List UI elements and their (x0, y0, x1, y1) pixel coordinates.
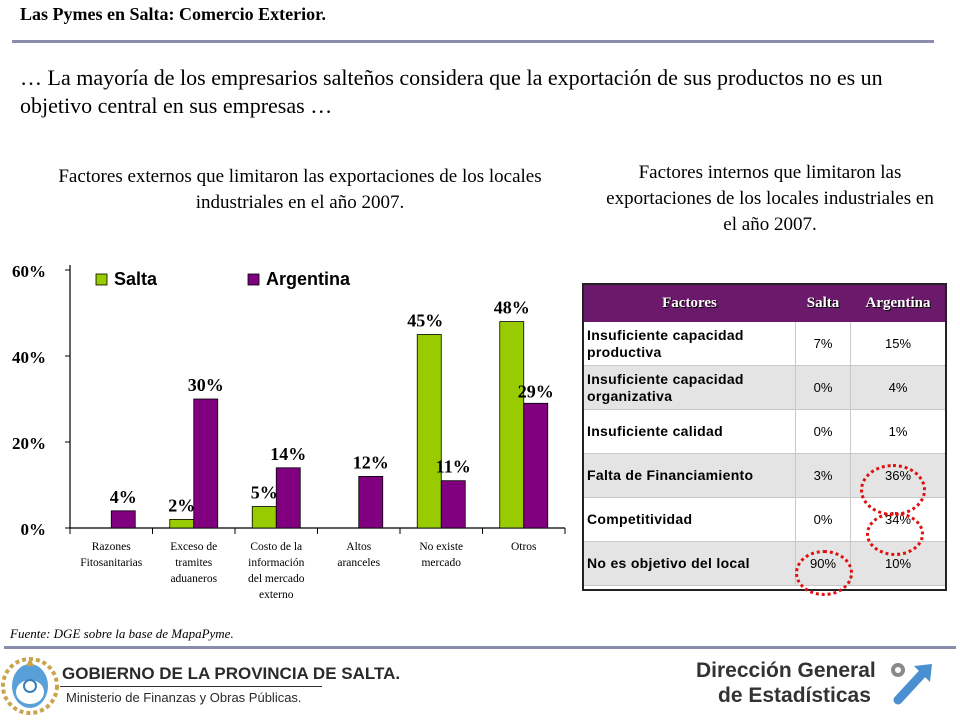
x-category-label: tramites (175, 557, 213, 569)
x-category-label: Fitosanitarias (80, 557, 142, 569)
data-label-salta: 45% (407, 311, 443, 331)
salta-coat-of-arms-icon (1, 657, 59, 715)
data-label-argentina: 12% (353, 452, 389, 472)
header-argentina: Argentina (850, 284, 946, 322)
bar-argentina (358, 475, 384, 529)
internal-factors-heading: Factores internos que limitaron las expo… (606, 162, 934, 235)
bar-salta (169, 518, 195, 529)
argentina-value: 15% (850, 321, 946, 366)
factor-name: No es objetivo del local (583, 541, 796, 586)
source-note: Fuente: DGE sobre la base de MapaPyme. (10, 626, 234, 641)
government-title: GOBIERNO DE LA PROVINCIA DE SALTA. (62, 664, 401, 683)
x-category-label: Exceso de (170, 541, 217, 553)
x-category-label: mercado (421, 557, 461, 569)
x-category-label: Otros (511, 541, 537, 553)
highlight-ring-competitividad (866, 512, 924, 556)
highlight-ring-financiamiento (860, 464, 926, 516)
data-label-salta: 2% (168, 495, 195, 515)
highlight-ring-no-objetivo (795, 550, 853, 596)
external-factors-heading: Factores externos que limitaron las expo… (58, 166, 542, 213)
y-tick-label: 60% (12, 262, 46, 281)
header-factores: Factores (583, 284, 796, 322)
dge-title-line2: de Estadísticas (718, 684, 871, 707)
legend-swatch-argentina (247, 273, 260, 286)
x-category-label: Altos (346, 541, 371, 553)
bar-salta (499, 321, 525, 529)
factor-name: Falta de Financiamiento (583, 453, 796, 498)
x-category-label: del mercado (248, 573, 305, 585)
data-label-argentina: 4% (110, 487, 137, 507)
table-row: Insuficiente calidad 0% 1% (583, 409, 946, 454)
table-header-row: Factores Salta Argentina (583, 284, 946, 322)
data-label-argentina: 11% (436, 457, 471, 477)
legend-swatch-salta (95, 273, 108, 286)
data-label-argentina: 14% (270, 444, 306, 464)
bar-salta (251, 506, 277, 529)
header-salta: Salta (795, 284, 851, 322)
factor-name: Competitividad (583, 497, 796, 542)
bar-argentina (110, 510, 136, 529)
x-category-label: información (248, 557, 304, 569)
x-category-label: externo (259, 589, 294, 601)
y-tick-label: 20% (12, 434, 46, 453)
page-title: Las Pymes en Salta: Comercio Exterior. (20, 4, 326, 24)
table-row: Insuficiente capacidad productiva 7% 15% (583, 321, 946, 366)
factor-name: Insuficiente capacidad organizativa (583, 365, 796, 410)
argentina-value: 4% (850, 365, 946, 410)
bar-argentina (523, 402, 549, 529)
footer-divider (4, 646, 956, 649)
x-category-label: aranceles (337, 557, 380, 569)
bar-salta (416, 334, 442, 529)
x-category-label: Costo de la (250, 541, 302, 553)
table-row: Insuficiente capacidad organizativa 0% 4… (583, 365, 946, 410)
government-subtitle: Ministerio de Finanzas y Obras Públicas. (66, 690, 302, 705)
headline: … La mayoría de los empresarios salteños… (20, 65, 883, 118)
salta-value: 0% (795, 497, 851, 542)
x-category-label: Razones (92, 541, 131, 553)
bar-argentina (193, 398, 219, 529)
bar-argentina (275, 467, 301, 529)
data-label-argentina: 29% (518, 381, 554, 401)
title-divider (12, 40, 934, 43)
salta-value: 7% (795, 321, 851, 366)
government-divider (60, 686, 322, 687)
argentina-value: 10% (850, 541, 946, 586)
dge-title-line1: Dirección General (696, 659, 876, 682)
data-label-salta: 48% (494, 298, 530, 318)
data-label-salta: 5% (251, 483, 278, 503)
argentina-value: 1% (850, 409, 946, 454)
x-category-label: aduaneros (170, 573, 217, 585)
y-tick-label: 0% (21, 520, 47, 539)
bar-argentina (440, 480, 466, 529)
legend-label-salta: Salta (114, 269, 158, 289)
table-row: No es objetivo del local 90% 10% (583, 541, 946, 586)
x-category-label: No existe (419, 541, 463, 553)
y-tick-label: 40% (12, 348, 46, 367)
factor-name: Insuficiente calidad (583, 409, 796, 454)
factor-name: Insuficiente capacidad productiva (583, 321, 796, 366)
data-label-argentina: 30% (188, 375, 224, 395)
external-factors-bar-chart: 0% 20% 40% 60% Razones Fitosanitarias Exceso d… (12, 262, 566, 601)
dge-logo-icon (891, 663, 932, 705)
salta-value: 3% (795, 453, 851, 498)
salta-value: 0% (795, 365, 851, 410)
salta-value: 0% (795, 409, 851, 454)
legend-label-argentina: Argentina (266, 269, 351, 289)
